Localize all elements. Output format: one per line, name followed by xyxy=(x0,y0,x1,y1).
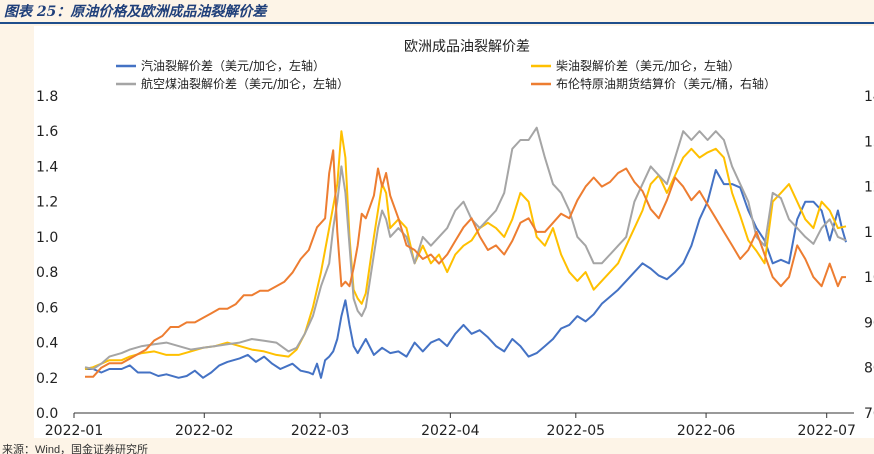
y-right-tick-label: 110 xyxy=(864,225,874,241)
y-left-tick-label: 0.6 xyxy=(36,300,58,316)
x-tick-label: 2022-03 xyxy=(291,423,350,438)
y-left-tick-label: 0.4 xyxy=(36,336,58,352)
y-left-tick-label: 1.6 xyxy=(36,124,58,140)
legend-label: 布伦特原油期货结算价（美元/桶，右轴） xyxy=(556,76,776,91)
axes: 0.0 0.2 0.4 0.6 0.8 1.0 1.2 1.4 1.6 1.8 70 80 90 100 1… xyxy=(36,89,874,438)
figure-header: 图表 25：原油价格及欧洲成品油裂解价差 xyxy=(0,0,874,24)
y-left-tick-label: 1.8 xyxy=(36,89,58,105)
legend-label: 汽油裂解价差（美元/加仑，左轴） xyxy=(141,58,325,73)
y-right-tick-label: 90 xyxy=(864,315,874,331)
y-left-tick-label: 0.8 xyxy=(36,265,58,281)
y-left-tick-label: 0.0 xyxy=(36,406,58,422)
x-tick-label: 2022-04 xyxy=(421,423,480,438)
chart-panel: 欧洲成品油裂解价差 汽油裂解价差（美元/加仑，左轴） 柴油裂解价差（美元/加仑，左… xyxy=(34,26,874,438)
y-right-tick-label: 140 xyxy=(864,89,874,105)
figure-caption: 图表 25：原油价格及欧洲成品油裂解价差 xyxy=(4,4,267,20)
legend-label: 航空煤油裂解价差（美元/加仑，左轴） xyxy=(141,76,349,91)
series-line-2 xyxy=(84,130,847,370)
series-line-1 xyxy=(85,169,847,379)
series-line-4 xyxy=(85,149,846,378)
line-chart: 欧洲成品油裂解价差 汽油裂解价差（美元/加仑，左轴） 柴油裂解价差（美元/加仑，左… xyxy=(36,39,874,438)
y-left-tick-label: 1.4 xyxy=(36,159,58,175)
y-left-tick-label: 0.2 xyxy=(36,371,58,387)
x-tick-label: 2022-02 xyxy=(175,423,234,438)
series-line-3 xyxy=(84,126,847,370)
y-right-tick-label: 100 xyxy=(864,270,874,286)
legend-label: 柴油裂解价差（美元/加仑，左轴） xyxy=(556,58,740,73)
x-tick-label: 2022-01 xyxy=(45,423,104,438)
y-right-tick-label: 120 xyxy=(864,180,874,196)
chart-title: 欧洲成品油裂解价差 xyxy=(404,39,530,55)
y-right-tick-label: 80 xyxy=(864,361,874,377)
source-note: 来源：Wind，国金证券研究所 xyxy=(2,444,149,454)
x-tick-label: 2022-06 xyxy=(677,423,736,438)
y-right-tick-label: 130 xyxy=(864,134,874,150)
legend: 汽油裂解价差（美元/加仑，左轴） 柴油裂解价差（美元/加仑，左轴） 航空煤油裂解价差… xyxy=(116,58,776,91)
x-tick-label: 2022-05 xyxy=(547,423,606,438)
x-tick-label: 2022-07 xyxy=(797,423,856,438)
series-group xyxy=(84,126,847,379)
y-right-tick-label: 70 xyxy=(864,406,874,422)
y-left-tick-label: 1.2 xyxy=(36,195,58,211)
y-left-tick-label: 1.0 xyxy=(36,230,58,246)
